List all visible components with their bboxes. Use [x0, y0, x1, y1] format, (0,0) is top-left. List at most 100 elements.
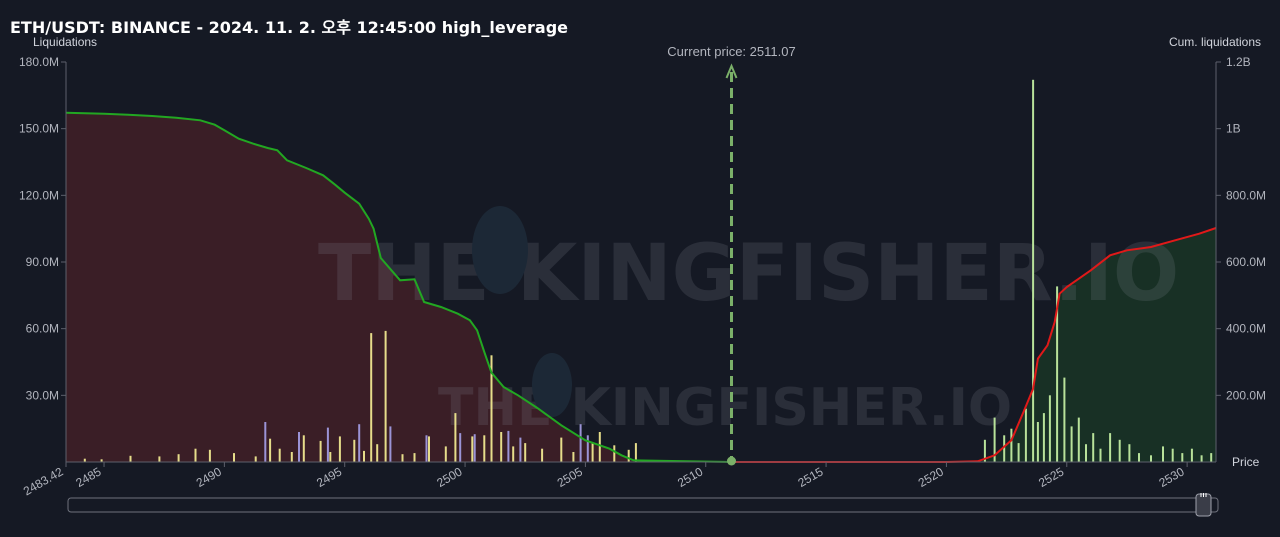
- short-liquidation-bar: [1048, 395, 1051, 462]
- x-tick-label: 2490: [194, 464, 224, 490]
- x-tick-label: 2525: [1036, 464, 1066, 490]
- long-liquidation-bar: [401, 454, 404, 462]
- long-liquidation-bar: [290, 452, 293, 462]
- y-tick-label: 60.0M: [26, 322, 59, 336]
- long-liquidation-bar: [363, 450, 365, 462]
- y-tick-label: 90.0M: [26, 255, 59, 269]
- y-tick-label: 120.0M: [19, 188, 59, 202]
- short-liquidation-bar: [1150, 455, 1152, 462]
- long-liquidation-bar-alt: [298, 432, 300, 462]
- long-liquidation-bar: [177, 454, 180, 462]
- long-liquidation-bar-alt: [586, 435, 589, 462]
- long-liquidation-bar: [634, 443, 637, 462]
- long-liquidation-bar: [471, 436, 474, 462]
- short-cum-fill: [731, 228, 1216, 462]
- long-liquidation-bar: [627, 449, 630, 462]
- long-liquidation-bar: [302, 435, 305, 462]
- y-tick-label: 180.0M: [19, 55, 59, 69]
- long-liquidation-bar-alt: [459, 433, 462, 462]
- long-liquidation-bar-alt: [473, 434, 476, 462]
- long-liquidation-bar: [329, 452, 332, 462]
- long-liquidation-bar: [129, 455, 132, 462]
- long-liquidation-bar-alt: [358, 424, 361, 462]
- short-cum-line: [731, 227, 1217, 463]
- y2-axis-ticks: 200.0M 400.0M 600.0M 800.0M 1B 1.2B: [1216, 55, 1266, 402]
- long-liquidation-bar: [194, 448, 197, 462]
- y2-axis-title: Cum. liquidations: [1169, 35, 1261, 49]
- short-liquidation-bar: [1200, 455, 1203, 462]
- x-tick-label: 2520: [916, 464, 946, 490]
- long-liquidation-bar: [591, 443, 594, 462]
- x-tick-label: 2515: [795, 464, 825, 490]
- long-liquidation-bar: [483, 435, 486, 462]
- x-tick-label: 2530: [1156, 464, 1186, 490]
- short-liquidation-bar: [1162, 446, 1164, 462]
- cum-fill-areas: [66, 112, 1216, 462]
- long-liquidation-bar-alt: [507, 430, 510, 462]
- long-liquidation-bar: [384, 330, 387, 462]
- long-liquidation-bar: [100, 459, 103, 462]
- y2-tick-label: 600.0M: [1226, 255, 1266, 269]
- y-axis-ticks: 30.0M 60.0M 90.0M 120.0M 150.0M 180.0M: [19, 55, 66, 402]
- liquidation-bars: [83, 79, 1213, 463]
- x-tick-label: 2505: [555, 464, 585, 490]
- short-liquidation-bar: [1092, 433, 1095, 462]
- watermark-text-large: THE KINGFISHER.IO: [318, 229, 1179, 319]
- short-liquidation-bar: [1210, 453, 1213, 462]
- range-scrollbar[interactable]: [67, 493, 1219, 517]
- long-liquidation-bar: [490, 355, 493, 462]
- long-liquidation-bar: [428, 436, 430, 462]
- short-liquidation-bar: [1036, 422, 1039, 462]
- long-liquidation-bar-alt: [264, 422, 267, 462]
- short-liquidation-bar: [1128, 444, 1131, 462]
- y2-tick-label: 800.0M: [1226, 188, 1266, 202]
- x-tick-label: 2483.42: [21, 464, 66, 498]
- y-axis-title: Liquidations: [33, 35, 97, 49]
- short-liquidation-bar: [1063, 377, 1066, 462]
- long-liquidation-bar: [376, 444, 379, 462]
- long-liquidation-bar: [541, 448, 544, 462]
- short-liquidation-bar: [1077, 417, 1080, 462]
- scrollbar-track[interactable]: [67, 497, 1219, 513]
- current-price-label: Current price: 2511.07: [667, 44, 795, 59]
- current-price-dot: [726, 456, 736, 466]
- kingfisher-logo-icon-small: [532, 353, 572, 417]
- short-liquidation-bar: [1024, 408, 1027, 462]
- long-liquidation-bar: [158, 456, 161, 462]
- short-liquidation-bar: [1085, 444, 1087, 462]
- watermark: THE KINGFISHER.IO THE KINGFISHER.IO: [318, 206, 1179, 438]
- short-liquidation-bar: [1099, 448, 1102, 462]
- y2-tick-label: 1B: [1226, 122, 1241, 136]
- long-liquidation-bar: [319, 440, 322, 462]
- short-liquidation-bar: [1017, 443, 1020, 462]
- kingfisher-logo-icon: [472, 206, 528, 294]
- short-liquidation-bar: [1190, 448, 1193, 462]
- long-liquidation-bar: [353, 439, 356, 462]
- x-axis-ticks: 2483.42 2485 2490 2495 2500 2505 2510 2515 2520 2…: [21, 462, 1188, 498]
- y-tick-label: 30.0M: [26, 388, 59, 402]
- x-tick-label: 2510: [675, 464, 705, 490]
- long-liquidation-bar: [278, 448, 281, 462]
- long-liquidation-bar: [444, 446, 447, 462]
- long-liquidation-bar: [83, 458, 86, 462]
- long-liquidation-bar: [370, 333, 373, 462]
- cum-lines: [65, 111, 1217, 463]
- short-liquidation-bar: [1181, 453, 1184, 462]
- short-liquidation-bar: [1138, 453, 1140, 462]
- long-liquidation-bar: [560, 437, 563, 462]
- long-liquidation-bar: [338, 436, 341, 462]
- short-liquidation-bar: [983, 439, 986, 462]
- y2-tick-label: 400.0M: [1226, 322, 1266, 336]
- scrollbar-handle[interactable]: [1195, 493, 1212, 517]
- current-price-marker: Current price: 2511.07: [667, 44, 796, 466]
- long-liquidation-bar: [233, 453, 235, 462]
- long-liquidation-bar: [524, 443, 527, 462]
- long-liquidation-bar: [208, 449, 211, 462]
- current-price-arrow-icon: [725, 63, 738, 79]
- short-liquidation-bar: [1010, 428, 1013, 462]
- chart-title: ETH/USDT: BINANCE - 2024. 11. 2. 오후 12:4…: [10, 18, 568, 37]
- short-liquidation-bar: [1070, 426, 1073, 462]
- long-liquidation-bar: [613, 445, 616, 462]
- long-liquidation-bar: [500, 432, 503, 462]
